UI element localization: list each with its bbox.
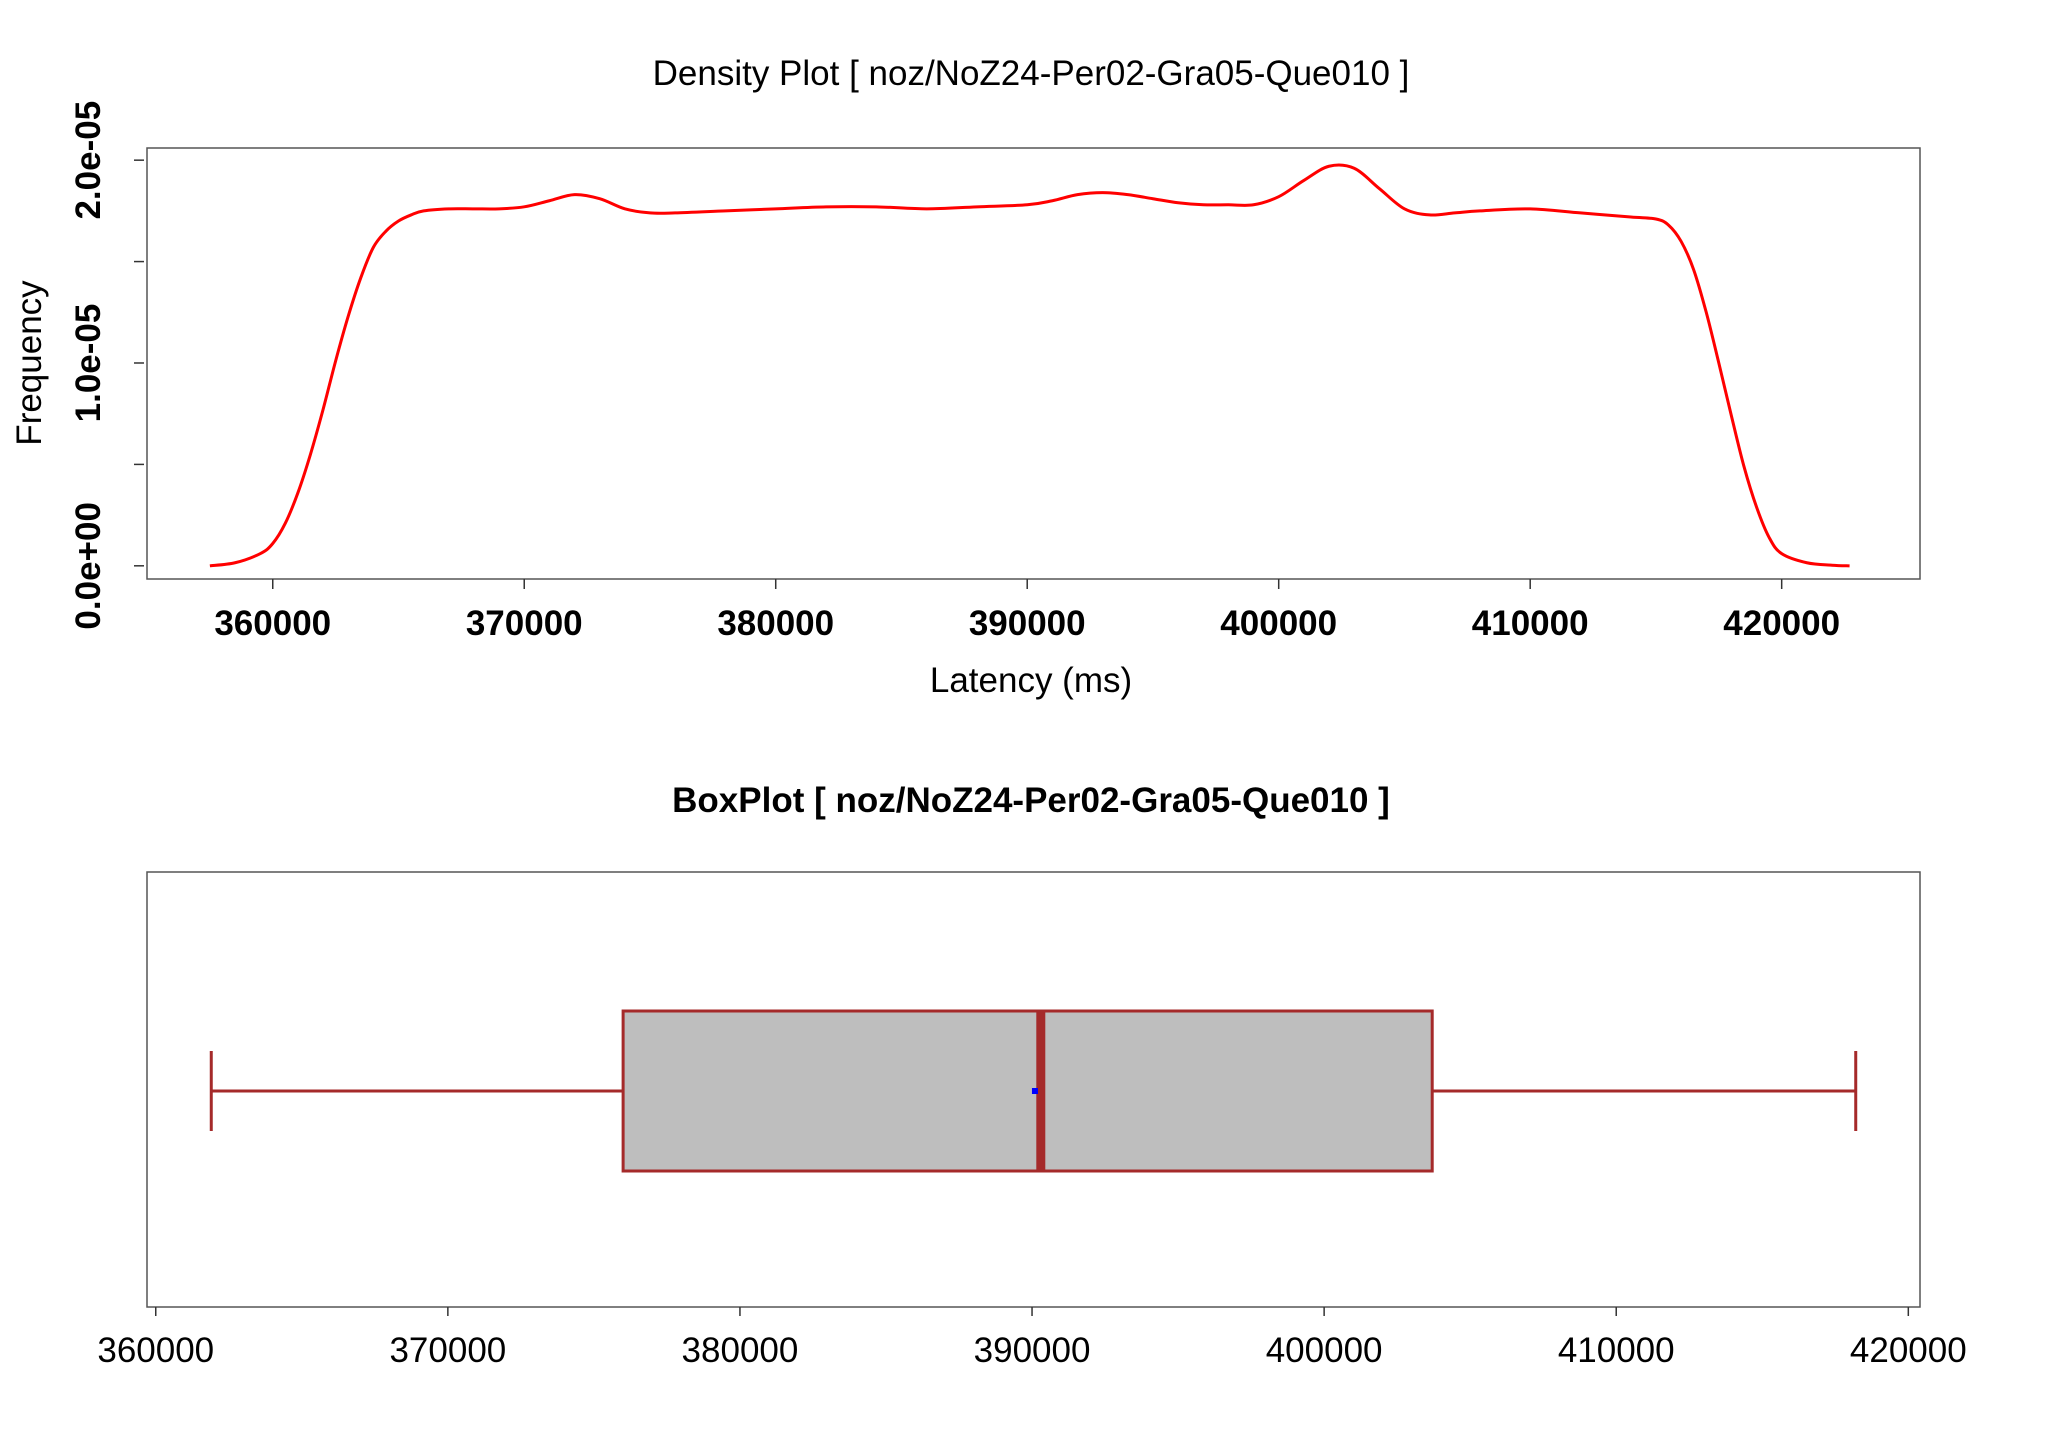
density-x-tick-label: 400000 (1220, 604, 1337, 643)
density-x-tick-label: 420000 (1723, 604, 1840, 643)
iqr-box (621, 1009, 1434, 1173)
boxplot-x-axis: 360000 370000 380000 390000 400000 410000 4200… (97, 1307, 1967, 1370)
density-y-tick-label: 0.0e+00 (69, 502, 108, 630)
density-x-tick-label: 380000 (717, 604, 834, 643)
boxplot-plot-frame (146, 871, 1921, 1308)
density-y-axis: 0.0e+00 1.0e-05 2.0e-05 (69, 101, 144, 630)
boxplot-x-tick-label: 420000 (1850, 1331, 1967, 1370)
boxplot-x-tick-label: 390000 (974, 1331, 1091, 1370)
boxplot-x-tick-label: 400000 (1266, 1331, 1383, 1370)
density-title: Density Plot [ noz/NoZ24-Per02-Gra05-Que… (653, 54, 1410, 93)
density-x-tick-label: 360000 (214, 604, 331, 643)
density-x-axis-label: Latency (ms) (930, 661, 1132, 700)
density-x-tick-label: 410000 (1472, 604, 1589, 643)
density-x-axis: 360000 370000 380000 390000 400000 410000 4200… (214, 579, 1840, 643)
boxplot-x-tick-label: 370000 (389, 1331, 506, 1370)
density-panel: Density Plot [ noz/NoZ24-Per02-Gra05-Que… (10, 54, 1921, 700)
boxplot-title: BoxPlot [ noz/NoZ24-Per02-Gra05-Que010 ] (672, 781, 1390, 820)
boxplot-panel: BoxPlot [ noz/NoZ24-Per02-Gra05-Que010 ]… (97, 781, 1966, 1370)
boxplot-x-tick-label: 380000 (682, 1331, 799, 1370)
density-y-tick-label: 2.0e-05 (69, 101, 108, 220)
density-x-tick-label: 390000 (969, 604, 1086, 643)
mean-marker (1031, 1088, 1038, 1094)
density-x-tick-label: 370000 (466, 604, 583, 643)
density-y-tick-label: 1.0e-05 (69, 304, 108, 423)
boxplot-marks (209, 1009, 1858, 1173)
density-y-axis-label: Frequency (10, 280, 49, 446)
density-plot-frame (146, 147, 1921, 580)
boxplot-x-tick-label: 360000 (97, 1331, 214, 1370)
boxplot-x-tick-label: 410000 (1558, 1331, 1675, 1370)
density-curve (209, 163, 1850, 568)
